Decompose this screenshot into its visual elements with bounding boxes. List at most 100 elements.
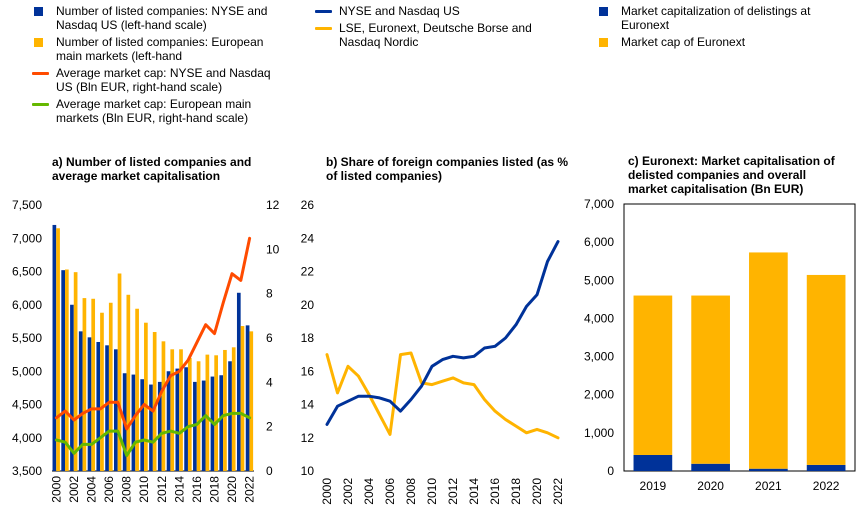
x-tick-label-a: 2016 (190, 476, 204, 503)
x-tick-label-b: 2014 (467, 478, 481, 505)
line-a-series (54, 411, 252, 457)
bar-a-us (245, 325, 250, 471)
legend-b-item: LSE, Euronext, Deutsche Borse and Nasdaq… (315, 21, 565, 49)
x-tick-label-c: 2019 (640, 479, 667, 493)
legend-swatch (315, 27, 332, 30)
legend-swatch (34, 38, 43, 47)
legend-a-item: Average market cap: European main market… (32, 97, 286, 125)
x-tick-label-a: 2012 (155, 476, 169, 503)
y-tick-label-b: 16 (301, 364, 315, 378)
y-right-tick-label: 0 (266, 464, 273, 478)
y-right-tick-label: 4 (266, 375, 273, 389)
y-tick-label-c: 6,000 (584, 235, 614, 249)
bar-c-delistings (691, 463, 730, 471)
bar-a-eu (214, 355, 218, 471)
y-right-tick-label: 2 (266, 420, 273, 434)
y-left-tick-label: 5,000 (12, 364, 42, 378)
y-left-tick-label: 6,500 (12, 265, 42, 279)
x-tick-label-b: 2018 (509, 478, 523, 505)
x-tick-label-b: 2012 (446, 478, 460, 505)
bar-a-us (114, 349, 118, 471)
legend-label: LSE, Euronext, Deutsche Borse and Nasdaq… (339, 21, 532, 49)
bar-a-eu (56, 228, 60, 471)
y-left-tick-label: 5,500 (12, 331, 42, 345)
x-tick-label-a: 2020 (225, 476, 239, 503)
bar-a-eu (91, 298, 96, 471)
bar-a-us (105, 345, 109, 471)
y-right-tick-label: 8 (266, 287, 273, 301)
panel-c-title: c) Euronext: Market capitalisation of de… (628, 154, 835, 196)
bar-a-eu (73, 272, 78, 471)
y-tick-label-b: 26 (301, 198, 315, 212)
y-tick-label-c: 1,000 (584, 426, 614, 440)
x-tick-label-a: 2010 (137, 476, 151, 503)
legend-a-item: Number of listed companies: NYSE and Nas… (32, 4, 286, 32)
bar-a-eu (64, 269, 69, 471)
y-tick-label-b: 24 (301, 231, 315, 245)
x-tick-label-b: 2002 (341, 478, 355, 505)
bar-a-us (166, 371, 171, 471)
x-tick-label-b: 2022 (551, 478, 565, 505)
plot-frame-c (623, 203, 856, 472)
x-tick-label-a: 2000 (49, 476, 63, 503)
y-left-tick-label: 4,500 (12, 398, 42, 412)
legend-c-item: Market cap of Euronext (597, 35, 847, 49)
y-tick-label-c: 4,000 (584, 311, 614, 325)
y-tick-label-b: 22 (301, 265, 315, 279)
x-tick-label-a: 2022 (243, 476, 257, 503)
legend-label: Market cap of Euronext (621, 35, 746, 49)
y-right-tick-label: 10 (266, 242, 280, 256)
legend-swatch (315, 10, 332, 13)
x-tick-label-a: 2004 (85, 476, 99, 503)
bar-a-us (149, 384, 153, 471)
y-tick-label-c: 2,000 (584, 388, 614, 402)
x-tick-label-b: 2006 (383, 478, 397, 505)
bar-c-marketcap (749, 252, 788, 469)
bar-a-us (175, 368, 180, 471)
legend-a-item: Average market cap: NYSE and Nasdaq US (… (32, 66, 286, 94)
bar-a-eu (205, 354, 210, 471)
x-tick-label-c: 2021 (755, 479, 782, 493)
bar-c-delistings (749, 468, 788, 471)
bar-a-us (70, 304, 74, 471)
bar-a-us (87, 337, 92, 471)
bar-a-us (219, 375, 224, 471)
bar-a-us (140, 379, 145, 471)
y-tick-label-b: 20 (301, 298, 315, 312)
legend-label: Average market cap: NYSE and Nasdaq US (… (56, 66, 271, 94)
legend-swatch (32, 72, 49, 75)
bar-a-us (96, 341, 101, 471)
bar-a-eu (231, 347, 236, 471)
bar-c-marketcap (691, 295, 730, 464)
bar-a-eu (144, 322, 148, 471)
bar-c-delistings (806, 464, 846, 471)
y-tick-label-c: 7,000 (584, 197, 614, 211)
bar-a-eu (82, 298, 87, 471)
x-tick-label-a: 2018 (207, 476, 221, 503)
legend-label: Market capitalization of delistings at E… (621, 4, 811, 32)
bar-a-us (236, 292, 241, 471)
legend-label: Number of listed companies: NYSE and Nas… (56, 4, 268, 32)
y-tick-label-c: 0 (607, 464, 614, 478)
bar-a-eu (152, 332, 157, 471)
x-tick-label-a: 2014 (172, 476, 186, 503)
bar-a-eu (187, 357, 192, 471)
y-tick-label-b: 14 (301, 398, 315, 412)
bar-a-eu (196, 361, 201, 471)
bar-c-delistings (633, 454, 673, 471)
bar-a-eu (170, 349, 175, 471)
bar-a-eu (223, 349, 227, 471)
y-tick-label-c: 3,000 (584, 350, 614, 364)
bar-a-us (201, 380, 206, 471)
line-b-series (325, 351, 560, 440)
x-tick-label-b: 2000 (320, 478, 334, 505)
y-right-tick-label: 12 (266, 198, 280, 212)
bar-a-eu (240, 326, 245, 471)
bar-a-eu (161, 341, 166, 471)
bar-a-eu (249, 331, 254, 471)
x-tick-label-a: 2006 (102, 476, 116, 503)
y-left-tick-label: 7,500 (12, 198, 42, 212)
x-tick-label-b: 2008 (404, 478, 418, 505)
bar-a-eu (126, 294, 131, 471)
